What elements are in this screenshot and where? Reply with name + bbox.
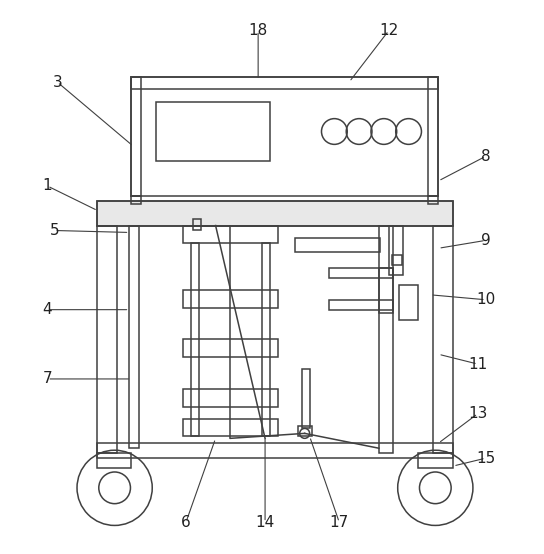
Bar <box>330 268 393 278</box>
Text: 18: 18 <box>249 23 268 38</box>
Bar <box>156 102 270 161</box>
Bar <box>97 225 116 453</box>
Text: 15: 15 <box>476 450 496 465</box>
Bar <box>418 453 453 468</box>
Bar <box>330 300 393 310</box>
Bar <box>434 225 453 453</box>
Bar <box>262 243 270 437</box>
Bar <box>302 369 310 428</box>
Text: 12: 12 <box>379 23 398 38</box>
Text: 17: 17 <box>330 515 349 530</box>
Bar <box>379 225 393 453</box>
Bar <box>379 268 393 312</box>
Bar <box>183 418 278 437</box>
Text: 8: 8 <box>481 148 491 164</box>
Bar <box>129 225 139 448</box>
Text: 6: 6 <box>181 515 191 530</box>
Text: 1: 1 <box>42 178 52 193</box>
Bar <box>97 453 132 468</box>
Text: 5: 5 <box>50 223 59 238</box>
Bar <box>193 219 201 230</box>
Bar <box>295 238 380 252</box>
Text: 7: 7 <box>42 371 52 387</box>
Bar <box>183 290 278 307</box>
Bar <box>132 77 438 196</box>
Bar <box>132 77 141 196</box>
Bar <box>428 196 438 204</box>
Text: 13: 13 <box>468 406 487 421</box>
Bar <box>428 77 438 196</box>
Bar <box>97 201 453 225</box>
Text: 14: 14 <box>256 515 275 530</box>
Bar <box>389 225 403 275</box>
Bar <box>132 77 438 89</box>
Text: 3: 3 <box>52 74 62 90</box>
Bar <box>132 196 141 204</box>
Bar <box>97 443 453 458</box>
Text: 4: 4 <box>42 302 52 317</box>
Bar <box>191 243 199 437</box>
Bar <box>392 255 401 265</box>
Bar <box>183 225 278 243</box>
Bar <box>183 340 278 357</box>
Bar <box>399 285 418 320</box>
Bar <box>97 201 453 225</box>
Bar <box>183 389 278 407</box>
Text: 10: 10 <box>476 293 496 307</box>
Text: 9: 9 <box>481 233 491 248</box>
Text: 11: 11 <box>468 357 487 372</box>
Bar <box>298 427 312 437</box>
